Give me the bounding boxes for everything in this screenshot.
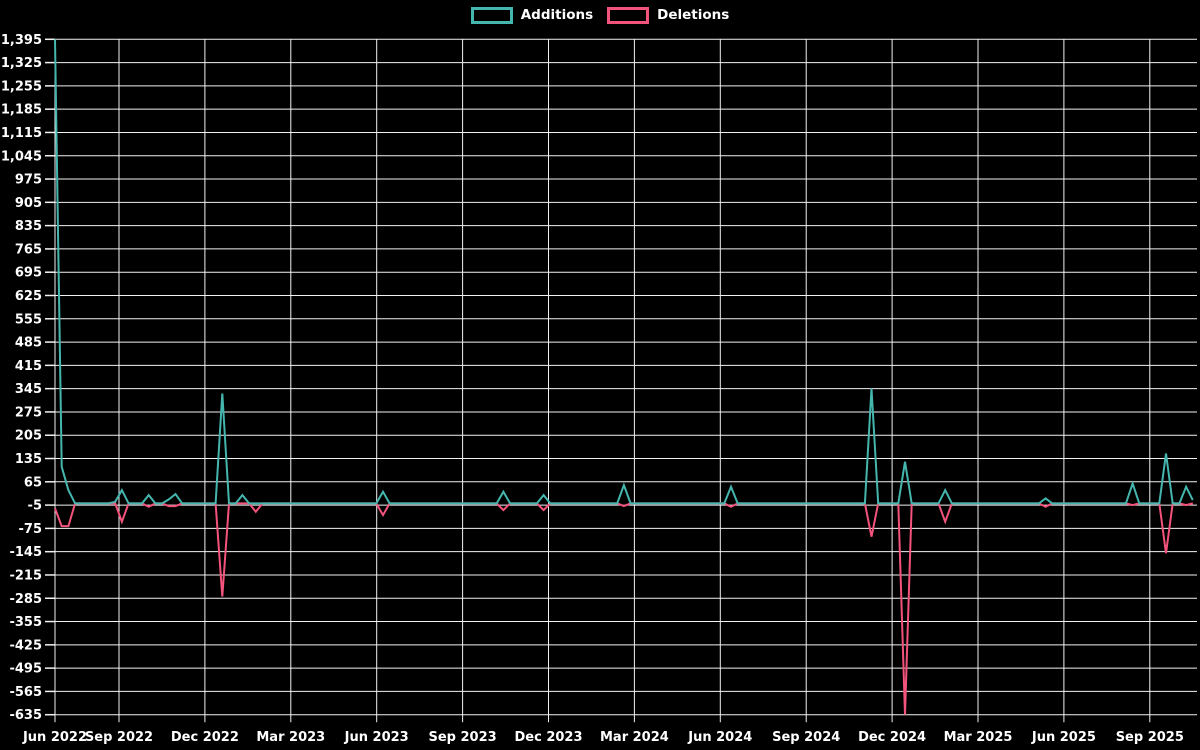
x-tick-label: Jun 2023 — [344, 730, 409, 745]
x-tick-label: Mar 2025 — [944, 730, 1013, 745]
legend-item-additions[interactable]: Additions — [470, 6, 594, 24]
legend-label-deletions: Deletions — [657, 7, 730, 23]
y-tick-label: 695 — [15, 266, 42, 281]
y-tick-label: -495 — [9, 662, 42, 677]
axis-labels-group: 1,395 1,325 1,255 1,185 1,115 1,045 975 905 835 7… — [1, 33, 1184, 745]
gridlines-group — [45, 38, 1197, 723]
y-tick-label: -285 — [9, 592, 42, 607]
y-tick-label: 765 — [15, 242, 42, 257]
y-tick-label: -565 — [9, 685, 42, 700]
x-tick-label: Jun 2024 — [687, 730, 752, 745]
y-tick-label: 905 — [15, 196, 42, 211]
deletions-swatch-icon — [607, 6, 650, 24]
x-tick-label: Jun 2025 — [1031, 730, 1096, 745]
x-tick-label: Mar 2024 — [600, 730, 669, 745]
y-tick-label: -215 — [9, 568, 42, 583]
chart-legend: Additions Deletions — [0, 6, 1200, 24]
y-tick-label: 1,115 — [1, 126, 42, 141]
x-tick-label: Sep 2022 — [85, 730, 153, 745]
legend-label-additions: Additions — [520, 7, 594, 23]
y-tick-label: 65 — [24, 475, 42, 490]
additions-line — [54, 39, 1194, 505]
x-tick-label: Jun 2022 — [22, 730, 87, 745]
y-tick-label: -635 — [9, 708, 42, 723]
y-tick-label: 1,325 — [1, 56, 42, 71]
x-tick-label: Sep 2025 — [1116, 730, 1184, 745]
y-tick-label: 275 — [15, 405, 42, 420]
deletions-line — [54, 502, 1194, 715]
y-tick-label: -5 — [28, 499, 42, 514]
x-tick-label: Mar 2023 — [256, 730, 325, 745]
y-tick-label: 835 — [15, 219, 42, 234]
y-tick-label: 625 — [15, 289, 42, 304]
y-tick-label: 205 — [15, 429, 42, 444]
y-tick-label: -425 — [9, 638, 42, 653]
x-tick-label: Dec 2022 — [171, 730, 239, 745]
y-tick-label: 415 — [15, 359, 42, 374]
y-tick-label: 555 — [15, 312, 42, 327]
x-tick-label: Dec 2023 — [514, 730, 582, 745]
y-tick-label: -145 — [9, 545, 42, 560]
x-tick-label: Dec 2024 — [858, 730, 926, 745]
y-tick-label: 345 — [15, 382, 42, 397]
y-tick-label: -75 — [19, 522, 43, 537]
y-tick-label: 485 — [15, 336, 42, 351]
y-tick-label: 975 — [15, 173, 42, 188]
x-tick-label: Sep 2024 — [772, 730, 840, 745]
x-tick-label: Sep 2023 — [428, 730, 496, 745]
y-tick-label: 1,255 — [1, 79, 42, 94]
additions-swatch-icon — [470, 6, 513, 24]
y-tick-label: 1,045 — [1, 149, 42, 164]
y-tick-label: 1,395 — [1, 33, 42, 48]
y-tick-label: 135 — [15, 452, 42, 467]
y-tick-label: -355 — [9, 615, 42, 630]
y-tick-label: 1,185 — [1, 103, 42, 118]
legend-item-deletions[interactable]: Deletions — [607, 6, 729, 24]
